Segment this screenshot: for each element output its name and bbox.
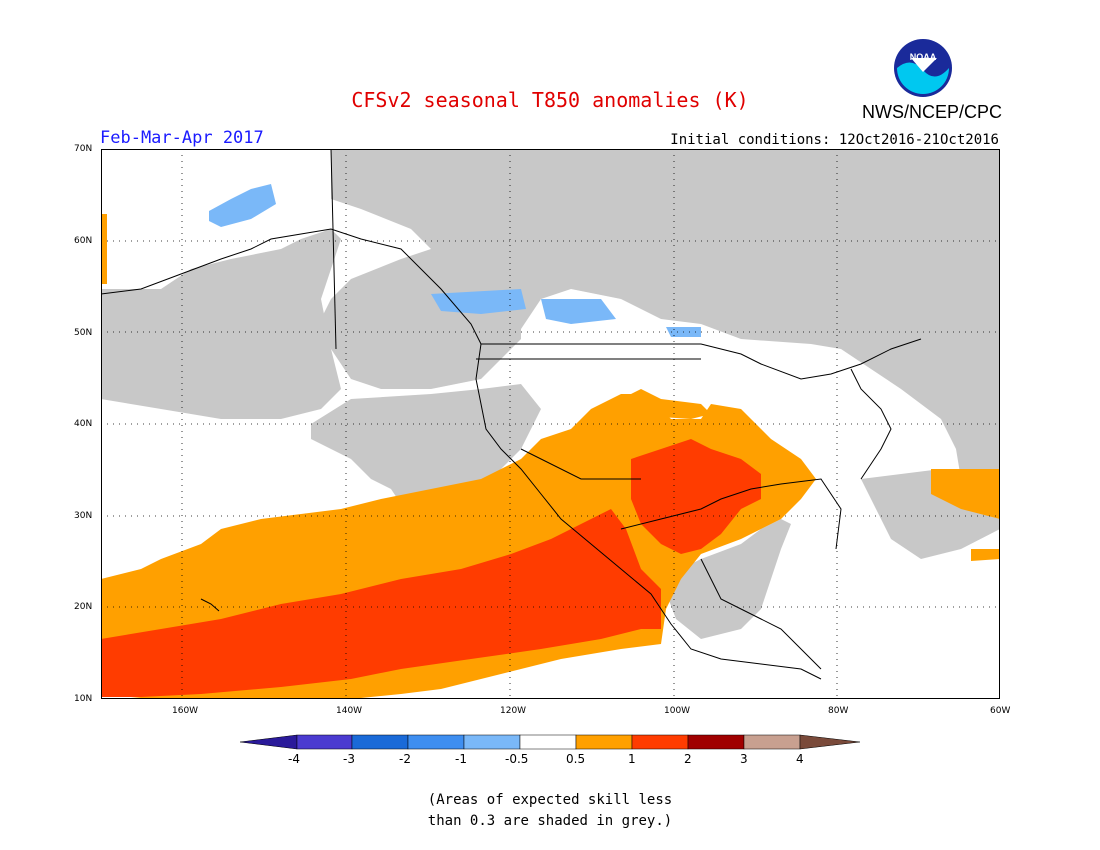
lat-label: 50N (74, 328, 93, 338)
agency-label: NWS/NCEP/CPC (861, 102, 1002, 122)
lat-label: 20N (74, 602, 93, 612)
noaa-logo-text: NOAA (910, 52, 937, 62)
colorbar-label: -2 (399, 752, 411, 766)
noaa-logo: NOAA (894, 39, 952, 97)
colorbar-swatch (743, 734, 801, 750)
colorbar-swatch (519, 734, 577, 750)
lon-label: 160W (172, 706, 199, 716)
lat-label: 60N (74, 236, 93, 246)
colorbar-swatch (296, 734, 353, 750)
colorbar-label: -1 (455, 752, 467, 766)
colorbar-label: 2 (684, 752, 692, 766)
lat-label: 30N (74, 511, 93, 521)
colorbar (240, 734, 861, 750)
map-title: CFSv2 seasonal T850 anomalies (K) (351, 88, 749, 112)
colorbar-swatch (575, 734, 633, 750)
lon-label: 100W (664, 706, 691, 716)
lon-label: 120W (500, 706, 527, 716)
colorbar-swatch (351, 734, 409, 750)
grey-region-gulf (661, 519, 791, 639)
lon-label: 80W (828, 706, 849, 716)
colorbar-swatch (463, 734, 521, 750)
colorbar-label: 4 (796, 752, 804, 766)
colorbar-label: -0.5 (505, 752, 529, 766)
orange-region-atlantic (931, 469, 1000, 519)
colorbar-label: -3 (343, 752, 355, 766)
grey-region-north (321, 149, 1000, 479)
red-region-southern-plains (631, 439, 761, 554)
coastlines (101, 149, 922, 680)
lon-label: 60W (990, 706, 1011, 716)
colorbar-swatch (240, 734, 298, 750)
colorbar-label: 1 (628, 752, 636, 766)
red-anomaly-regions (101, 439, 761, 697)
colorbar-swatch (631, 734, 689, 750)
colorbar-label: -4 (288, 752, 300, 766)
colorbar-label: 3 (740, 752, 748, 766)
colorbar-swatch (407, 734, 465, 750)
initial-conditions-label: Initial conditions: 12Oct2016-21Oct2016 (670, 132, 999, 148)
lat-label: 40N (74, 419, 93, 429)
lat-label: 70N (74, 144, 93, 154)
anomaly-map (101, 149, 1000, 699)
lat-label: 10N (74, 694, 93, 704)
season-label: Feb-Mar-Apr 2017 (100, 128, 264, 148)
skill-footnote: (Areas of expected skill less than 0.3 a… (427, 792, 673, 829)
grey-region-north-pacific (101, 229, 341, 419)
colorbar-swatch (687, 734, 745, 750)
red-region-pacific (101, 509, 661, 697)
colorbar-swatch (799, 734, 861, 750)
lon-label: 140W (336, 706, 363, 716)
colorbar-label: 0.5 (566, 752, 586, 766)
